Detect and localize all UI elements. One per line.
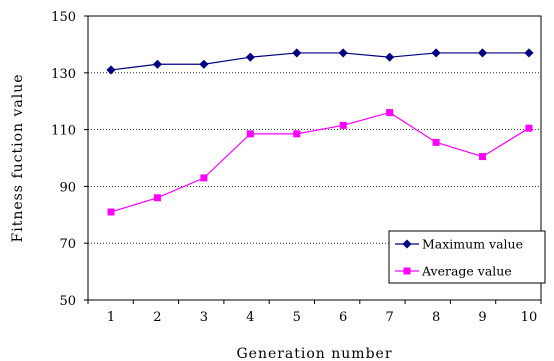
y-tick-label: 110 <box>51 124 76 139</box>
legend-marker-maximum-value <box>402 239 412 249</box>
data-point-average-value <box>293 130 301 138</box>
data-point-average-value <box>107 208 115 216</box>
series-line-average-value <box>110 111 530 213</box>
x-tick-label: 4 <box>246 310 254 325</box>
x-tick-label: 8 <box>432 310 440 325</box>
series-average-value <box>107 109 533 216</box>
x-axis: 1 2 3 4 5 6 7 8 9 10 <box>87 300 542 325</box>
legend-label-average-value: Average value <box>421 264 512 279</box>
data-point-maximum-value <box>106 65 116 75</box>
y-axis-title: Fitness fuction value <box>10 73 26 242</box>
data-point-average-value <box>339 121 347 129</box>
x-axis-title: Generation number <box>236 346 392 361</box>
x-tick-label: 1 <box>107 310 115 325</box>
x-tick-label: 7 <box>385 310 393 325</box>
y-tick-label: 90 <box>59 180 76 195</box>
legend: Maximum value Average value <box>388 230 546 284</box>
data-point-average-value <box>246 130 254 138</box>
data-point-average-value <box>153 194 161 202</box>
gridlines <box>88 72 541 244</box>
data-point-maximum-value <box>292 48 302 58</box>
x-tick-label: 10 <box>521 310 538 325</box>
data-point-maximum-value <box>431 48 441 58</box>
legend-box <box>388 230 546 284</box>
data-point-maximum-value <box>245 52 255 62</box>
legend-marker-average-value <box>403 267 411 275</box>
data-point-average-value <box>479 153 487 161</box>
series-layer <box>106 48 534 216</box>
x-tick-label: 5 <box>293 310 301 325</box>
series-maximum-value <box>106 48 534 75</box>
y-tick-label: 150 <box>51 10 76 25</box>
x-tick-label: 2 <box>153 310 161 325</box>
y-tick-label: 70 <box>59 237 76 252</box>
x-tick-label: 9 <box>478 310 486 325</box>
data-point-average-value <box>432 138 440 146</box>
data-point-maximum-value <box>338 48 348 58</box>
data-point-maximum-value <box>524 48 534 58</box>
series-line-maximum-value <box>110 52 529 71</box>
y-tick-label: 130 <box>51 67 76 82</box>
data-point-maximum-value <box>152 59 163 69</box>
data-point-average-value <box>386 109 394 117</box>
x-tick-label: 6 <box>339 310 347 325</box>
x-tick-label: 3 <box>200 310 208 325</box>
legend-label-maximum-value: Maximum value <box>422 237 523 252</box>
data-point-maximum-value <box>477 48 488 58</box>
data-point-average-value <box>200 174 208 182</box>
y-tick-label: 50 <box>59 294 76 309</box>
y-axis: 50 70 90 110 130 150 <box>51 10 88 309</box>
data-point-maximum-value <box>384 52 395 62</box>
data-point-average-value <box>525 124 533 132</box>
data-point-maximum-value <box>199 59 209 69</box>
